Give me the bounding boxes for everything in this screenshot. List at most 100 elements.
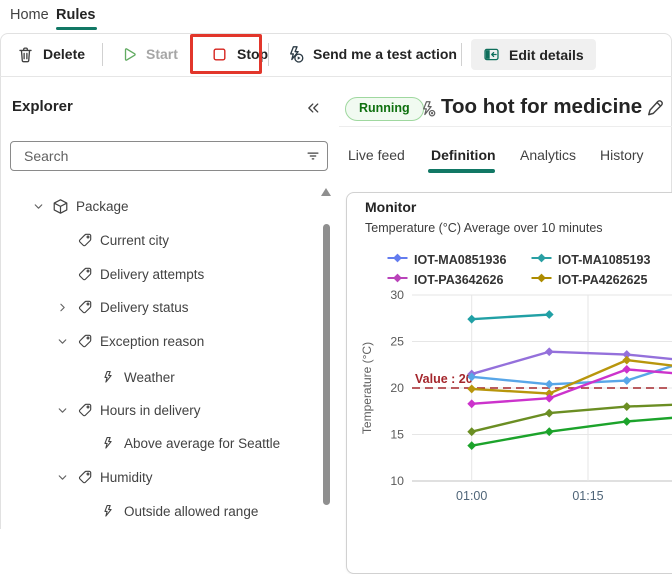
- nav-item-rules[interactable]: Rules: [56, 7, 96, 23]
- toolbar-divider: [102, 43, 103, 66]
- svg-text:01:00: 01:00: [456, 489, 487, 503]
- panel-edit-icon: [483, 46, 500, 63]
- tab-active-underline: [428, 169, 495, 173]
- edit-details-button[interactable]: Edit details: [471, 39, 596, 70]
- legend-label: IOT-MA1085193: [558, 252, 651, 267]
- temperature-line-chart: 10 15 20 25 30 01:00 01:15 Temperature (°C) Valu…: [360, 288, 672, 503]
- legend-item-iot-ma0851936[interactable]: IOT-MA0851936: [386, 252, 530, 267]
- start-button[interactable]: Start: [113, 38, 185, 70]
- nav-active-underline: [56, 27, 97, 30]
- svg-text:15: 15: [390, 428, 404, 442]
- tab-analytics[interactable]: Analytics: [520, 147, 577, 163]
- tree-item-label: Package: [76, 198, 129, 214]
- explorer-tree: Package Current city Delivery attempts Deli…: [0, 183, 318, 529]
- rule-flash-gear-icon: [419, 100, 437, 123]
- svg-text:30: 30: [390, 288, 404, 302]
- flash-play-icon: [286, 45, 304, 63]
- chevron-down-icon[interactable]: [54, 402, 70, 418]
- page-title: Too hot for medicine: [441, 95, 643, 118]
- tree-item-label: Hours in delivery: [100, 402, 201, 418]
- flash-icon: [100, 369, 117, 386]
- legend-marker-icon: [386, 251, 409, 269]
- stop-button[interactable]: Stop: [204, 38, 275, 70]
- stop-square-icon: [211, 46, 228, 63]
- monitor-title: Monitor: [365, 199, 417, 215]
- search-input[interactable]: [22, 147, 299, 165]
- tree-item-exception-reason[interactable]: Exception reason: [6, 325, 306, 357]
- send-test-action-label: Send me a test action: [313, 46, 457, 62]
- legend-marker-icon: [530, 251, 553, 269]
- svg-text:20: 20: [390, 381, 404, 395]
- tag-icon: [76, 299, 93, 316]
- tag-icon: [76, 469, 93, 486]
- search-box: [10, 141, 328, 171]
- tree-item-weather[interactable]: Weather: [6, 361, 306, 393]
- package-icon: [52, 198, 69, 215]
- tree-scrollbar-thumb[interactable]: [323, 224, 330, 505]
- legend-item-iot-ma1085193[interactable]: IOT-MA1085193: [530, 252, 672, 267]
- legend-marker-icon: [386, 271, 409, 289]
- app-root: { "nav": { "items": [ { "label": "Home",…: [0, 7, 672, 574]
- nav-item-home[interactable]: Home: [10, 7, 49, 23]
- trash-icon: [17, 46, 34, 63]
- monitor-subtitle: Temperature (°C) Average over 10 minutes: [365, 221, 603, 235]
- tree-item-label: Current city: [100, 232, 170, 248]
- toolbar-separator: [0, 76, 672, 77]
- tree-item-label: Outside allowed range: [124, 503, 259, 519]
- tree-item-package[interactable]: Package: [6, 190, 306, 222]
- chevron-right-icon[interactable]: [54, 299, 70, 315]
- svg-text:Value : 20: Value : 20: [415, 372, 473, 386]
- svg-text:Temperature (°C): Temperature (°C): [360, 342, 374, 434]
- tab-history[interactable]: History: [600, 147, 644, 163]
- start-button-label: Start: [146, 46, 178, 62]
- stop-button-label: Stop: [237, 46, 269, 62]
- legend-item-iot-pa3642626[interactable]: IOT-PA3642626: [386, 272, 530, 287]
- collapse-panel-icon[interactable]: [302, 97, 324, 119]
- delete-button-label: Delete: [43, 46, 86, 62]
- header-separator: [339, 126, 672, 127]
- chevron-down-icon[interactable]: [30, 198, 46, 214]
- edit-details-label: Edit details: [509, 46, 584, 63]
- tab-definition[interactable]: Definition: [431, 147, 496, 163]
- flash-icon: [100, 435, 117, 452]
- tag-icon: [76, 402, 93, 419]
- play-icon: [120, 46, 137, 63]
- tree-item-current-city[interactable]: Current city: [6, 224, 306, 256]
- tree-item-label: Above average for Seattle: [124, 435, 281, 451]
- tree-item-label: Weather: [124, 369, 175, 385]
- tree-item-delivery-status[interactable]: Delivery status: [6, 291, 306, 323]
- chart-legend: IOT-MA0851936 IOT-MA1085193 IOT-PA3642626 I…: [386, 252, 672, 287]
- tree-item-hours-in-delivery[interactable]: Hours in delivery: [6, 394, 306, 426]
- edit-pencil-icon[interactable]: [645, 98, 667, 120]
- tree-item-label: Exception reason: [100, 333, 205, 349]
- tag-icon: [76, 333, 93, 350]
- tree-item-delivery-attempts[interactable]: Delivery attempts: [6, 258, 306, 290]
- explorer-title: Explorer: [12, 98, 73, 115]
- chevron-down-icon[interactable]: [54, 469, 70, 485]
- tag-icon: [76, 232, 93, 249]
- legend-label: IOT-PA4262625: [558, 272, 648, 287]
- tree-item-label: Humidity: [100, 469, 153, 485]
- monitor-card: [346, 192, 672, 574]
- legend-marker-icon: [530, 271, 553, 289]
- tag-icon: [76, 266, 93, 283]
- delete-button[interactable]: Delete: [10, 38, 92, 70]
- svg-text:10: 10: [390, 474, 404, 488]
- send-test-action-button[interactable]: Send me a test action: [279, 38, 464, 70]
- legend-label: IOT-PA3642626: [414, 272, 504, 287]
- svg-text:01:15: 01:15: [572, 489, 603, 503]
- tree-item-outside-allowed-range[interactable]: Outside allowed range: [6, 495, 306, 527]
- filter-icon[interactable]: [299, 142, 327, 170]
- tab-live-feed[interactable]: Live feed: [348, 147, 405, 163]
- tree-item-humidity[interactable]: Humidity: [6, 461, 306, 493]
- flash-icon: [100, 503, 117, 520]
- toolbar-divider: [461, 43, 462, 66]
- chevron-down-icon[interactable]: [54, 333, 70, 349]
- tree-item-above-average-for-seattle[interactable]: Above average for Seattle: [6, 427, 306, 459]
- legend-item-iot-pa4262625[interactable]: IOT-PA4262625: [530, 272, 672, 287]
- svg-text:25: 25: [390, 335, 404, 349]
- tree-item-label: Delivery status: [100, 299, 189, 315]
- scroll-up-arrow-icon[interactable]: [321, 188, 331, 196]
- status-badge: Running: [345, 97, 424, 121]
- legend-label: IOT-MA0851936: [414, 252, 507, 267]
